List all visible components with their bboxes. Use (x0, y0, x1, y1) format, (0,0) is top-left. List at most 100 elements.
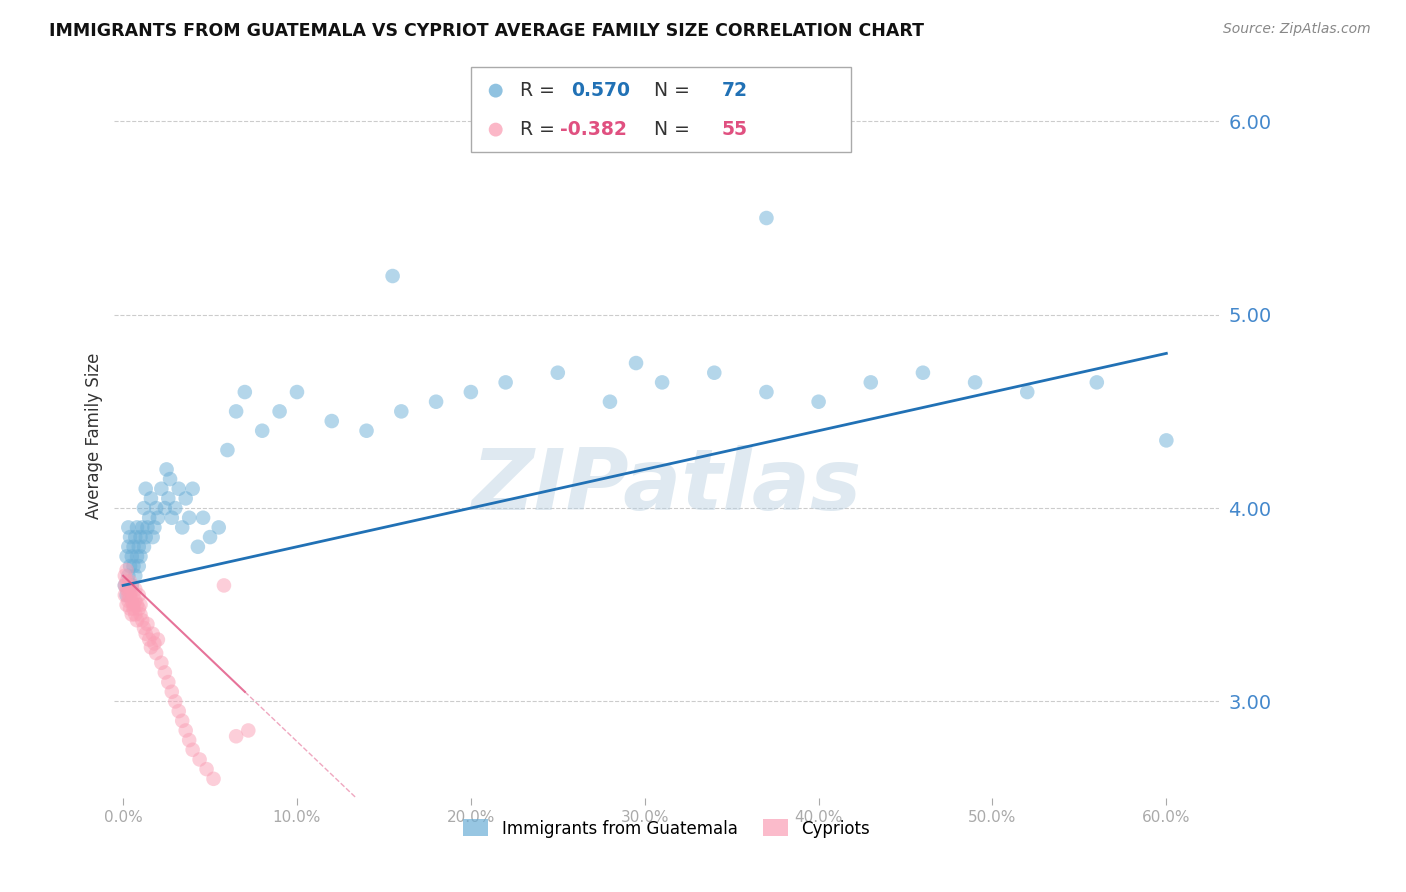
Point (122, 559, 145, 574)
Point (145, 501, 167, 516)
Point (202, 772, 225, 786)
Point (129, 598, 152, 612)
Point (120, 601, 142, 615)
Point (153, 501, 176, 516)
Point (128, 559, 150, 574)
Point (114, 578, 136, 592)
Point (1156, 434, 1178, 448)
Point (495, 376, 517, 390)
Point (124, 530, 146, 544)
Text: 0.570: 0.570 (572, 81, 631, 100)
Point (485, 84, 508, 98)
Point (115, 574, 138, 589)
Point (117, 520, 139, 534)
Point (117, 594, 139, 608)
Point (160, 510, 183, 524)
Point (181, 482, 204, 496)
Point (195, 762, 218, 776)
Point (187, 540, 209, 554)
Point (132, 621, 155, 635)
Point (172, 714, 194, 728)
Point (120, 588, 142, 602)
Point (131, 520, 153, 534)
Point (120, 574, 142, 589)
Point (965, 376, 987, 390)
Point (807, 394, 830, 409)
Point (181, 743, 204, 757)
Point (208, 520, 231, 534)
Point (179, 510, 201, 524)
Y-axis label: Average Family Size: Average Family Size (86, 352, 103, 519)
Point (225, 729, 247, 743)
Point (703, 366, 725, 380)
Point (117, 568, 139, 582)
Point (135, 482, 157, 496)
Point (132, 501, 155, 516)
Point (121, 578, 143, 592)
Point (139, 491, 162, 506)
Point (122, 588, 145, 602)
Point (238, 723, 260, 738)
Point (124, 582, 146, 597)
Point (859, 376, 882, 390)
Point (212, 578, 235, 592)
Point (114, 588, 136, 602)
Point (389, 404, 412, 418)
Point (285, 385, 308, 400)
Point (150, 482, 173, 496)
Point (165, 694, 187, 708)
Point (1085, 376, 1108, 390)
Point (356, 424, 378, 438)
Point (624, 356, 647, 370)
Point (146, 510, 169, 524)
Point (755, 385, 778, 400)
Point (425, 394, 447, 409)
Point (114, 568, 136, 582)
Text: R =: R = (520, 120, 561, 139)
Point (115, 563, 138, 577)
Point (153, 665, 176, 680)
Text: 72: 72 (721, 81, 748, 100)
Point (136, 617, 159, 632)
Point (129, 530, 152, 544)
Point (143, 636, 166, 650)
Point (122, 540, 145, 554)
Point (150, 656, 173, 670)
Point (117, 578, 139, 592)
Point (121, 594, 143, 608)
Point (174, 723, 197, 738)
Point (911, 366, 934, 380)
Point (131, 613, 153, 627)
Point (124, 607, 146, 622)
Point (191, 510, 214, 524)
Point (129, 549, 152, 564)
Point (121, 607, 143, 622)
Point (117, 582, 139, 597)
Point (460, 385, 482, 400)
Point (142, 530, 165, 544)
Point (188, 752, 211, 766)
Text: -0.382: -0.382 (560, 120, 627, 139)
Point (381, 268, 404, 283)
Point (132, 540, 155, 554)
Point (599, 394, 621, 409)
Point (128, 601, 150, 615)
Point (117, 540, 139, 554)
Point (135, 530, 157, 544)
Point (1017, 385, 1039, 400)
Text: 55: 55 (721, 120, 748, 139)
Point (135, 627, 157, 641)
Point (269, 404, 291, 418)
Legend: Immigrants from Guatemala, Cypriots: Immigrants from Guatemala, Cypriots (457, 813, 876, 844)
FancyBboxPatch shape (471, 67, 851, 152)
Point (128, 588, 150, 602)
Point (143, 520, 166, 534)
Point (115, 598, 138, 612)
Point (172, 520, 194, 534)
Point (146, 632, 169, 647)
Point (142, 627, 165, 641)
Point (120, 559, 142, 574)
Text: N =: N = (643, 120, 696, 139)
Point (321, 414, 343, 428)
Point (165, 501, 187, 516)
